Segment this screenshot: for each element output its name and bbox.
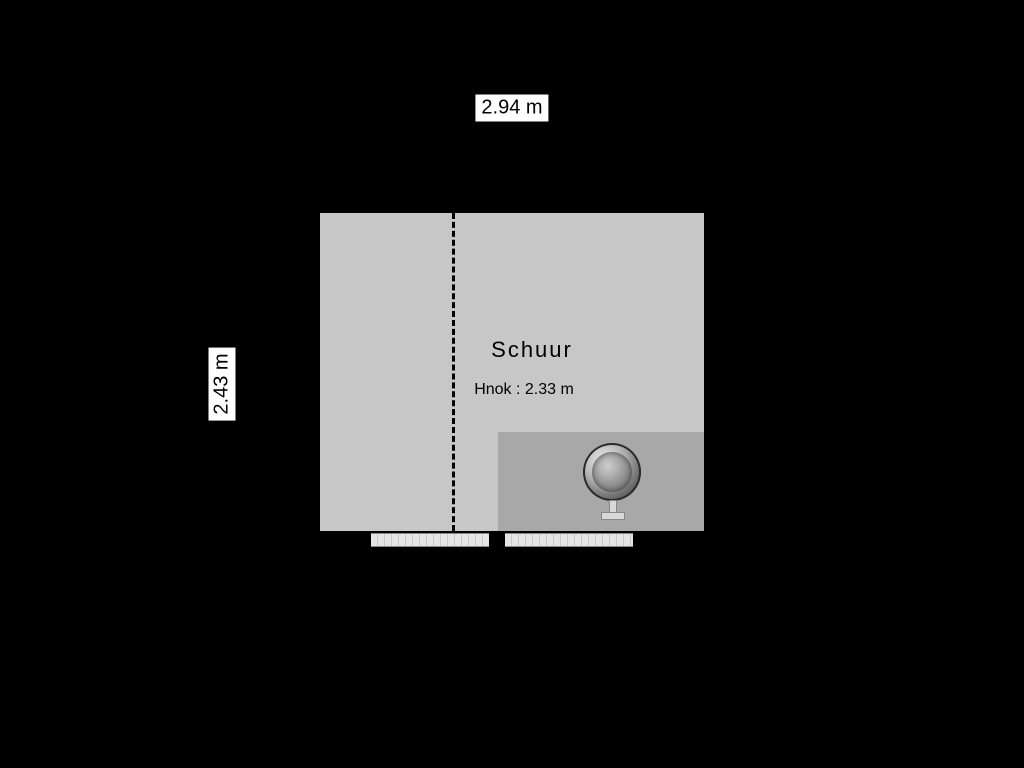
dimension-top-label: 2.94 m (475, 95, 548, 122)
faucet-base-icon (601, 512, 625, 520)
room-height-label: Hnok : 2.33 m (474, 381, 574, 399)
room-name-label: Schuur (491, 337, 573, 363)
threshold-left (371, 533, 489, 547)
floorplan-canvas: 2.94 m 2.43 m Schuur Hnok : 2.33 m (0, 0, 1024, 768)
dashed-divider (452, 213, 455, 531)
sink-basin-icon (592, 452, 632, 492)
dimension-left-label: 2.43 m (209, 347, 236, 420)
threshold-right (505, 533, 633, 547)
